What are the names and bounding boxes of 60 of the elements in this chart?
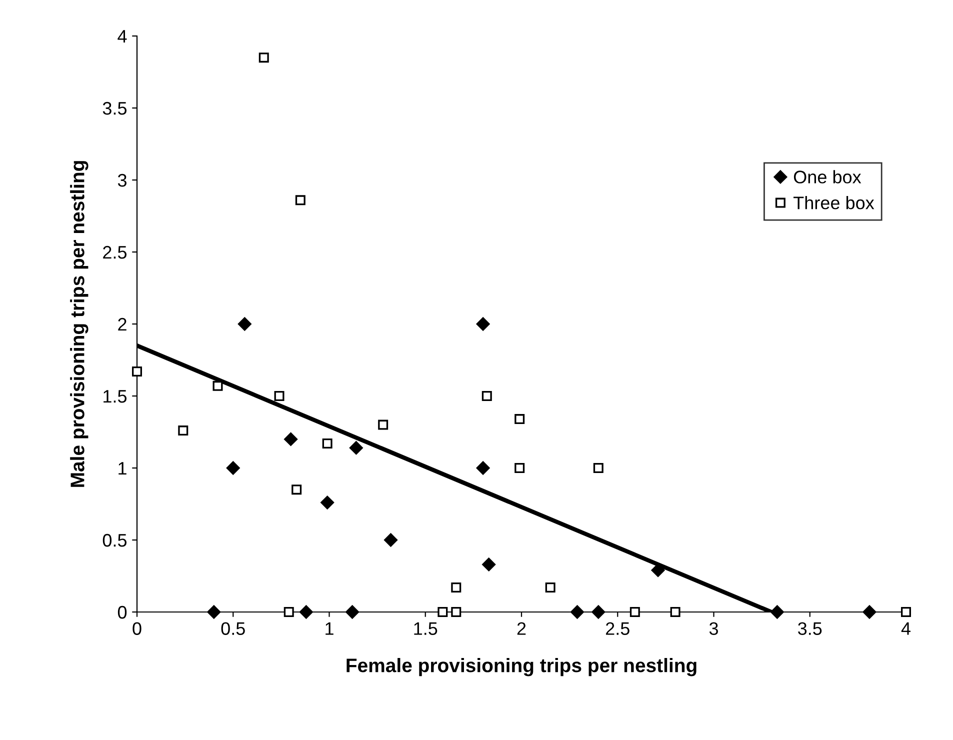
point [514,463,525,473]
point [295,195,306,206]
point [284,607,294,617]
point [651,564,665,577]
x-tick-label: 3.5 [798,622,822,635]
point [299,605,313,619]
legend-label: Three box [793,196,874,210]
y-tick-label: 0 [118,606,127,619]
point [178,426,188,436]
x-tick-label: 0.5 [221,622,245,635]
point [593,463,604,473]
legend-label: One box [794,170,862,184]
point [274,391,284,401]
x-tick-label: 1 [326,622,334,635]
point [238,317,252,331]
point [476,461,490,475]
point [212,380,223,391]
point [132,366,142,377]
point [482,391,492,401]
y-tick-label: 4 [118,30,127,43]
point [207,605,221,619]
point [570,605,584,619]
point [284,432,298,446]
point [901,607,911,617]
x-tick-label: 3 [709,622,718,635]
point [258,52,269,63]
point [862,605,876,619]
y-tick-label: 1 [118,462,126,475]
y-axis-title: Male provisioning trips per nestling [70,161,88,487]
x-tick-label: 2 [517,622,526,635]
point [592,605,606,619]
point [770,605,784,619]
point [346,605,360,619]
point [226,461,240,475]
point [476,317,490,331]
y-tick-label: 0.5 [102,534,127,547]
point [322,438,332,449]
x-tick-label: 1.5 [414,622,438,635]
point [514,414,525,424]
y-tick-label: 2 [118,318,126,331]
x-tick-label: 4 [901,622,910,635]
x-axis-title: Female provisioning trips per nestling [346,658,696,676]
y-tick-label: 1.5 [104,390,127,403]
point [384,533,398,547]
x-tick-label: 2.5 [606,622,630,635]
point [378,420,388,430]
y-tick-label: 3 [118,174,126,187]
y-tick-label: 3.5 [102,102,127,115]
y-tick-label: 2.5 [103,246,127,259]
point [451,607,462,617]
point [670,607,680,617]
x-tick-label: 0 [132,622,142,635]
point [451,582,462,593]
point [320,496,334,510]
point [630,607,640,617]
point [349,441,363,455]
point [545,582,556,593]
point [482,558,496,572]
point [438,607,448,617]
point [292,484,302,495]
